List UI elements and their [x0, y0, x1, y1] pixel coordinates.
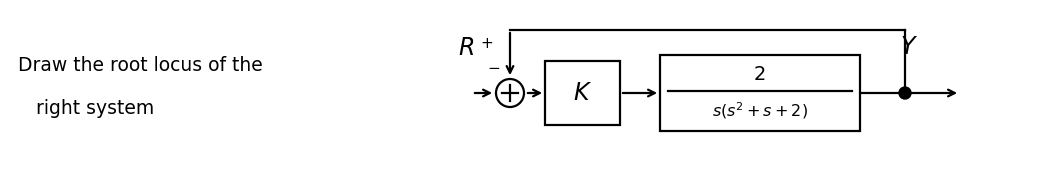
Text: $Y$: $Y$ — [900, 35, 918, 59]
Text: $s(s^{2}+s+2)$: $s(s^{2}+s+2)$ — [712, 101, 808, 121]
Text: +: + — [481, 36, 493, 51]
Text: Draw the root locus of the: Draw the root locus of the — [18, 56, 262, 75]
Bar — [660, 55, 860, 131]
Text: 2: 2 — [754, 65, 766, 83]
Bar — [545, 61, 620, 125]
Circle shape — [899, 87, 911, 99]
Text: $R$: $R$ — [458, 36, 474, 60]
Text: $K$: $K$ — [573, 81, 592, 105]
Text: right system: right system — [30, 98, 154, 117]
Text: −: − — [487, 61, 501, 76]
